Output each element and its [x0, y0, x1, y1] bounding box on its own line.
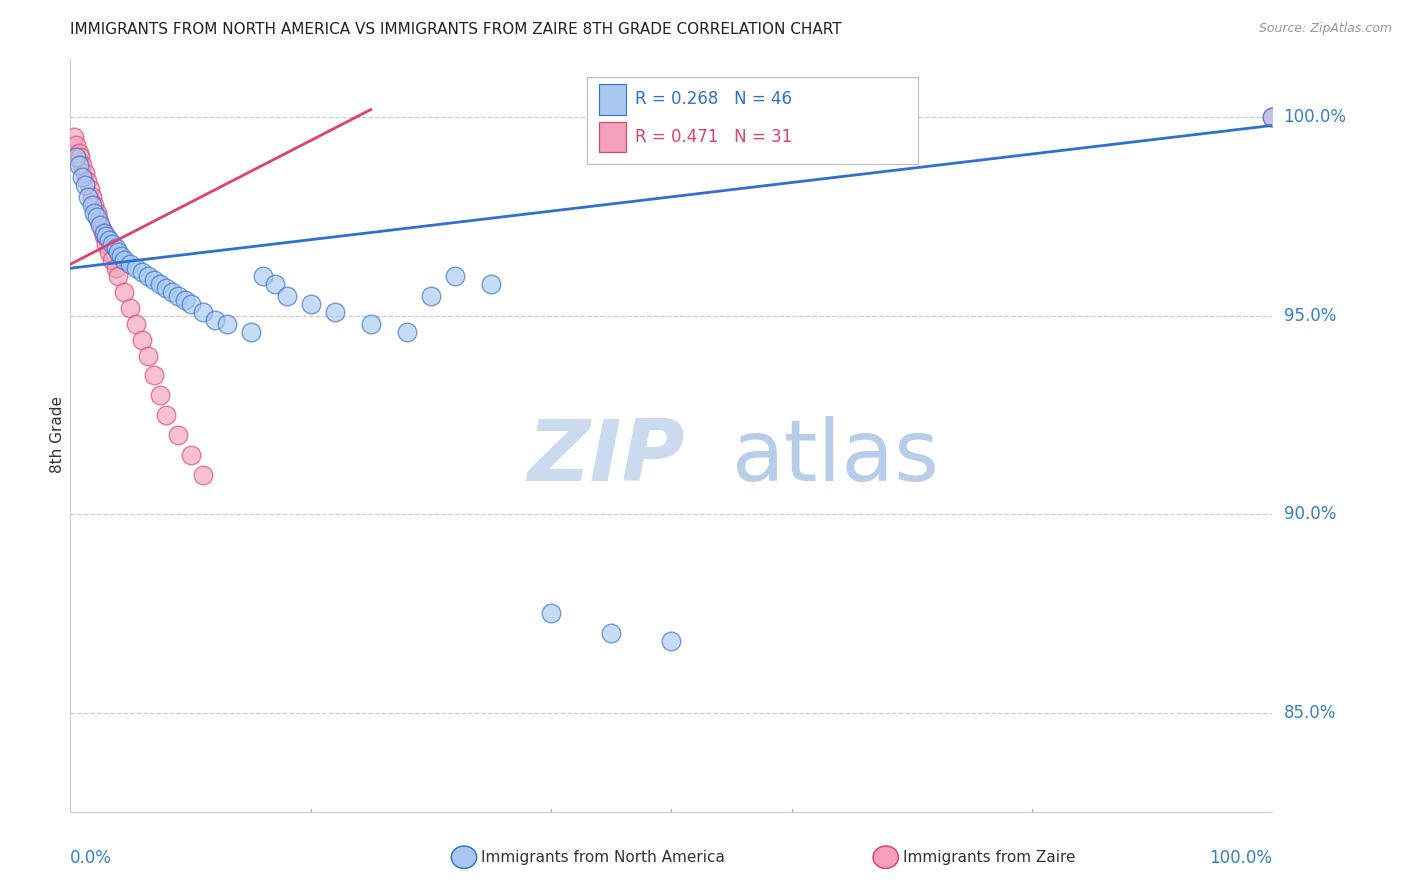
Point — [89, 213, 111, 227]
Point — [149, 277, 172, 291]
Text: 95.0%: 95.0% — [1284, 307, 1336, 325]
Point — [276, 289, 298, 303]
Point — [1261, 111, 1284, 125]
Point — [97, 245, 120, 260]
Point — [112, 285, 135, 299]
Point — [101, 237, 124, 252]
Point — [93, 229, 115, 244]
Point — [162, 285, 184, 299]
Point — [149, 388, 172, 402]
Point — [143, 273, 166, 287]
Text: Immigrants from Zaire: Immigrants from Zaire — [903, 850, 1076, 864]
Point — [104, 241, 127, 255]
Point — [65, 138, 87, 153]
FancyBboxPatch shape — [588, 77, 918, 163]
Point — [76, 174, 98, 188]
Point — [299, 297, 322, 311]
Point — [104, 261, 127, 276]
Text: R = 0.471   N = 31: R = 0.471 N = 31 — [636, 128, 793, 146]
Point — [204, 313, 226, 327]
Point — [73, 166, 96, 180]
Point — [395, 325, 418, 339]
Point — [120, 257, 142, 271]
Point — [180, 448, 202, 462]
Point — [65, 150, 87, 164]
Text: Source: ZipAtlas.com: Source: ZipAtlas.com — [1258, 22, 1392, 36]
Point — [323, 305, 346, 319]
Point — [80, 190, 103, 204]
Point — [138, 349, 160, 363]
Point — [167, 427, 190, 442]
Point — [540, 607, 562, 621]
Text: R = 0.268   N = 46: R = 0.268 N = 46 — [636, 90, 793, 109]
Point — [155, 281, 177, 295]
Point — [67, 158, 90, 172]
Point — [1261, 111, 1284, 125]
Point — [138, 269, 160, 284]
Point — [167, 289, 190, 303]
Point — [93, 226, 115, 240]
Point — [125, 317, 148, 331]
Point — [420, 289, 443, 303]
Point — [112, 253, 135, 268]
Point — [107, 269, 129, 284]
Point — [89, 218, 111, 232]
Point — [252, 269, 274, 284]
Point — [86, 210, 108, 224]
Point — [72, 158, 94, 172]
Point — [191, 305, 214, 319]
Text: atlas: atlas — [731, 416, 939, 499]
Point — [155, 408, 177, 422]
Point — [131, 333, 153, 347]
Text: Immigrants from North America: Immigrants from North America — [481, 850, 724, 864]
Point — [215, 317, 238, 331]
Text: 100.0%: 100.0% — [1284, 109, 1347, 127]
Point — [90, 221, 112, 235]
Point — [86, 205, 108, 219]
Text: 0.0%: 0.0% — [70, 849, 112, 867]
Point — [67, 146, 90, 161]
Point — [479, 277, 502, 291]
Point — [96, 229, 118, 244]
Text: IMMIGRANTS FROM NORTH AMERICA VS IMMIGRANTS FROM ZAIRE 8TH GRADE CORRELATION CHA: IMMIGRANTS FROM NORTH AMERICA VS IMMIGRA… — [70, 22, 842, 37]
Point — [80, 198, 103, 212]
Point — [263, 277, 285, 291]
Point — [360, 317, 382, 331]
Text: 100.0%: 100.0% — [1209, 849, 1272, 867]
Point — [77, 190, 100, 204]
Point — [83, 198, 105, 212]
Point — [107, 245, 129, 260]
Point — [120, 301, 142, 315]
Point — [79, 182, 101, 196]
Point — [96, 237, 118, 252]
Text: 90.0%: 90.0% — [1284, 505, 1336, 524]
Point — [97, 234, 120, 248]
Point — [444, 269, 467, 284]
Point — [131, 265, 153, 279]
Text: 85.0%: 85.0% — [1284, 704, 1336, 722]
Point — [239, 325, 262, 339]
Point — [72, 169, 94, 184]
Point — [101, 253, 124, 268]
Point — [110, 249, 132, 263]
Point — [661, 634, 683, 648]
Point — [63, 130, 86, 145]
Point — [143, 368, 166, 383]
Point — [125, 261, 148, 276]
Point — [180, 297, 202, 311]
Point — [600, 626, 623, 640]
FancyBboxPatch shape — [599, 85, 626, 114]
Y-axis label: 8th Grade: 8th Grade — [49, 396, 65, 474]
FancyBboxPatch shape — [599, 122, 626, 153]
Point — [191, 467, 214, 482]
Point — [69, 150, 91, 164]
Point — [83, 205, 105, 219]
Point — [173, 293, 195, 307]
Text: ZIP: ZIP — [527, 416, 685, 499]
Point — [73, 178, 96, 192]
